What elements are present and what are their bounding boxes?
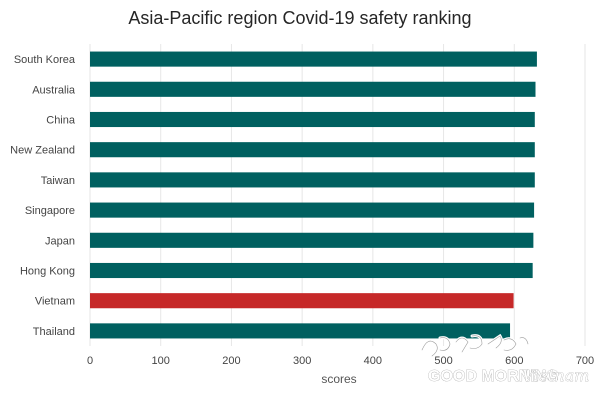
category-label: Vietnam — [35, 296, 75, 308]
bar-japan — [90, 232, 534, 248]
x-tick-label: 200 — [222, 355, 240, 367]
watermark-script: Vietnam — [522, 366, 589, 385]
korean-calligraphy-logo-icon — [420, 333, 530, 358]
bar-new-zealand — [90, 142, 535, 158]
bar-singapore — [90, 202, 535, 218]
category-label: New Zealand — [10, 145, 75, 157]
category-label: Australia — [32, 84, 76, 96]
x-tick-label: 700 — [576, 355, 594, 367]
bars — [90, 51, 537, 339]
category-label: Japan — [45, 235, 75, 247]
x-tick-label: 0 — [87, 355, 93, 367]
category-label: Taiwan — [41, 175, 75, 187]
bar-thailand — [90, 323, 511, 339]
category-label: Hong Kong — [20, 266, 75, 278]
watermark-primary: GOOD MORNING — [428, 368, 559, 385]
bar-hong-kong — [90, 262, 533, 279]
x-axis-label: scores — [321, 372, 356, 386]
bar-china — [90, 111, 535, 128]
x-tick-label: 100 — [152, 355, 170, 367]
x-tick-label: 300 — [293, 355, 311, 367]
watermark-logo: GOOD MORNING Vietnam — [420, 333, 590, 385]
category-label: Thailand — [33, 326, 75, 338]
bar-taiwan — [90, 172, 535, 188]
bar-vietnam — [90, 293, 514, 309]
category-labels: South Korea Australia China New Zealand Taiw… — [10, 54, 76, 338]
x-tick-label: 500 — [434, 355, 452, 367]
category-label: China — [46, 115, 76, 127]
chart-title: Asia-Pacific region Covid-19 safety rank… — [128, 8, 471, 28]
bar-south-korea — [90, 51, 537, 67]
category-label: Singapore — [25, 205, 75, 217]
x-tick-label: 600 — [505, 355, 523, 367]
bar-australia — [90, 81, 536, 97]
category-label: South Korea — [14, 54, 76, 66]
x-tick-label: 400 — [364, 355, 382, 367]
x-tick-labels: 0 100 200 300 400 500 600 700 — [87, 355, 594, 367]
